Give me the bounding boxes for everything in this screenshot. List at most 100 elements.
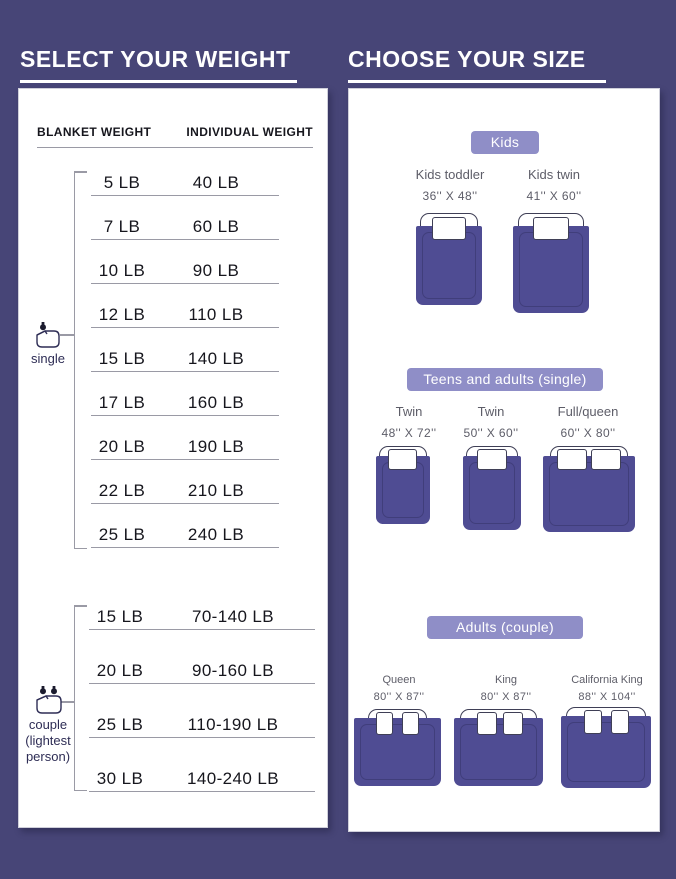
table-row: 20 LB 190 LB [91, 437, 279, 460]
bed-diagram-king [454, 709, 543, 786]
individual-weight-value: 90-160 LB [191, 661, 275, 680]
bed-name: Kids toddler [415, 167, 485, 182]
size-guide-card: Kids Kids toddler 36'' X 48'' Kids twin … [348, 88, 660, 832]
pillow [402, 712, 419, 735]
pillow [388, 449, 417, 470]
table-row: 5 LB 40 LB [91, 173, 279, 196]
weight-section-title: SELECT YOUR WEIGHT [20, 46, 297, 83]
bed-label: Kids toddler 36'' X 48'' [390, 167, 510, 203]
pillow [591, 449, 621, 470]
bed-dimensions: 50'' X 60'' [463, 426, 519, 440]
couple-label-line: (lightest [25, 733, 71, 748]
bed-name: Kids twin [527, 167, 581, 182]
bed-label: King 80'' X 87'' [451, 674, 561, 703]
bed-label: Twin 48'' X 72'' [354, 404, 464, 440]
blanket-weight-value: 10 LB [98, 261, 146, 280]
pillow [557, 449, 587, 470]
table-row: 15 LB 70-140 LB [89, 607, 315, 630]
bed-dimensions: 80'' X 87'' [373, 691, 425, 703]
individual-weight-value: 60 LB [192, 217, 240, 236]
size-section-title: CHOOSE YOUR SIZE [348, 46, 606, 83]
individual-weight-value: 240 LB [187, 525, 245, 544]
couple-label-line: couple [28, 717, 68, 732]
blanket-weight-value: 22 LB [98, 481, 146, 500]
single-person-icon [35, 321, 61, 354]
teens-adults-single-badge: Teens and adults (single) [407, 368, 603, 391]
blanket-weight-value: 15 LB [96, 607, 144, 626]
bed-diagram-california-king [561, 707, 651, 788]
blanket-weight-value: 12 LB [98, 305, 146, 324]
blanket-weight-value: 25 LB [98, 525, 146, 544]
bed-diagram-kids-toddler [416, 213, 482, 305]
bed-dimensions: 60'' X 80'' [560, 426, 616, 440]
pillow [503, 712, 523, 735]
blanket-weight-value: 20 LB [96, 661, 144, 680]
blanket-weight-value: 5 LB [103, 173, 141, 192]
bed-name: Twin [395, 404, 423, 419]
individual-weight-value: 140 LB [187, 349, 245, 368]
couple-group-label: couple (lightest person) [13, 717, 83, 765]
table-row: 30 LB 140-240 LB [89, 769, 315, 792]
single-group-label: single [31, 351, 65, 366]
individual-weight-value: 140-240 LB [187, 769, 279, 788]
table-header-row: BLANKET WEIGHT INDIVIDUAL WEIGHT [37, 125, 313, 148]
bed-name: Full/queen [557, 404, 619, 419]
single-bracket-connector [60, 334, 74, 336]
individual-weight-column-header: INDIVIDUAL WEIGHT [186, 125, 313, 139]
pillow [477, 449, 507, 470]
couple-icon [35, 685, 63, 720]
bed-label: Full/queen 60'' X 80'' [533, 404, 643, 440]
blanket-weight-value: 20 LB [98, 437, 146, 456]
bed-diagram-full-queen [543, 446, 635, 532]
bed-diagram-twin-48x72 [376, 446, 430, 524]
pillow [477, 712, 497, 735]
individual-weight-value: 40 LB [192, 173, 240, 192]
individual-weight-value: 110-190 LB [187, 715, 279, 734]
table-row: 20 LB 90-160 LB [89, 661, 315, 684]
bed-dimensions: 36'' X 48'' [422, 189, 478, 203]
bed-dimensions: 88'' X 104'' [578, 691, 636, 703]
pillow [584, 710, 602, 734]
blanket [513, 226, 589, 313]
bed-dimensions: 48'' X 72'' [381, 426, 437, 440]
individual-weight-value: 90 LB [192, 261, 240, 280]
bed-label: California King 88'' X 104'' [552, 674, 662, 703]
bed-name: Queen [382, 674, 416, 686]
individual-weight-value: 160 LB [187, 393, 245, 412]
adults-couple-badge: Adults (couple) [427, 616, 583, 639]
bed-label: Kids twin 41'' X 60'' [494, 167, 614, 203]
table-row: 22 LB 210 LB [91, 481, 279, 504]
bed-diagram-twin-50x60 [463, 446, 521, 530]
couple-label-line: person) [25, 749, 71, 764]
table-row: 12 LB 110 LB [91, 305, 279, 328]
pillow [611, 710, 629, 734]
bed-diagram-kids-twin [513, 213, 589, 313]
individual-weight-value: 110 LB [188, 305, 244, 324]
blanket [354, 718, 441, 786]
bed-dimensions: 41'' X 60'' [526, 189, 582, 203]
table-row: 7 LB 60 LB [91, 217, 279, 240]
pillow [432, 217, 466, 240]
table-row: 25 LB 240 LB [91, 525, 279, 548]
individual-weight-value: 210 LB [187, 481, 245, 500]
couple-bracket-connector [60, 701, 74, 703]
bed-name: Twin [477, 404, 505, 419]
blanket-weight-value: 25 LB [96, 715, 144, 734]
bed-diagram-queen [354, 709, 441, 786]
blanket-weight-value: 15 LB [98, 349, 146, 368]
individual-weight-value: 70-140 LB [191, 607, 275, 626]
kids-badge: Kids [471, 131, 539, 154]
table-row: 25 LB 110-190 LB [89, 715, 315, 738]
blanket-weight-value: 7 LB [103, 217, 141, 236]
blanket-weight-value: 30 LB [96, 769, 144, 788]
table-row: 17 LB 160 LB [91, 393, 279, 416]
blanket-weight-value: 17 LB [98, 393, 146, 412]
table-row: 15 LB 140 LB [91, 349, 279, 372]
weight-table-card: BLANKET WEIGHT INDIVIDUAL WEIGHT 5 LB 40 … [18, 88, 328, 828]
single-group-bracket [74, 171, 88, 549]
pillow [533, 217, 569, 240]
blanket [561, 716, 651, 788]
blanket [454, 718, 543, 786]
individual-weight-value: 190 LB [187, 437, 245, 456]
